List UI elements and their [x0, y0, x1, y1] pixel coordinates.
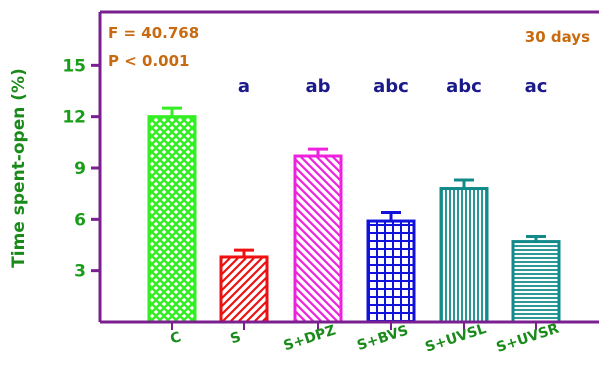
x-tick-label-s: S: [228, 329, 243, 347]
x-tick-label-s-uvsr: S+UVSR: [494, 321, 561, 356]
y-tick-label-12: 12: [62, 108, 86, 128]
y-tick-label-15: 15: [62, 56, 86, 76]
x-tick-label-s-uvsl: S+UVSL: [423, 321, 488, 356]
x-tick-label-s-dpz: S+DPZ: [282, 322, 338, 354]
significance-label-s-bvs: abc: [373, 76, 409, 97]
f-statistic-annotation: F = 40.768: [108, 24, 199, 42]
period-annotation: 30 days: [525, 28, 590, 46]
bar-c: [147, 115, 197, 324]
bar-s: [219, 255, 269, 324]
y-tick-label-6: 6: [74, 210, 86, 230]
y-tick-label-9: 9: [74, 159, 86, 179]
y-tick-label-3: 3: [74, 262, 86, 282]
p-value-annotation: P < 0.001: [108, 52, 189, 70]
bar-s-dpz: [293, 154, 343, 324]
bar-s-bvs: [366, 219, 416, 324]
bar-s-uvsl: [439, 187, 489, 324]
significance-label-s: a: [238, 76, 250, 97]
significance-label-s-dpz: ab: [305, 76, 330, 97]
significance-label-s-uvsl: abc: [446, 76, 482, 97]
x-tick-label-s-bvs: S+BVS: [355, 323, 410, 355]
bar-s-uvsr: [511, 240, 561, 324]
y-axis-label: Time spent-open (%): [9, 68, 29, 268]
x-tick-label-c: C: [168, 329, 183, 347]
significance-label-s-uvsr: ac: [525, 76, 548, 97]
